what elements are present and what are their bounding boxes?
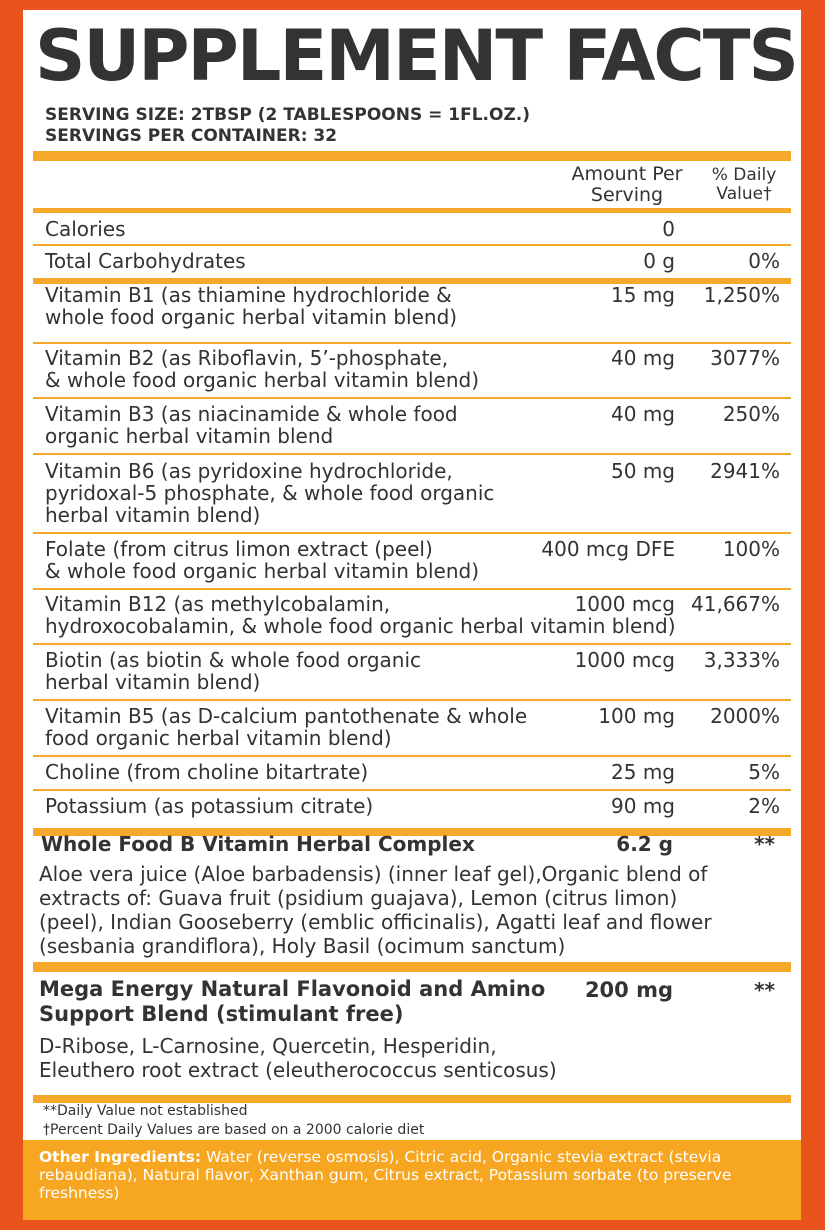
carbs-divider [33, 278, 791, 284]
nutrient-name-line: whole food organic herbal vitamin blend) [45, 305, 458, 329]
nutrient-name-line: herbal vitamin blend) [45, 670, 261, 694]
column-header-divider [33, 208, 791, 213]
nutrient-amount: 1000 mcg [574, 648, 675, 672]
nutrient-amount: 50 mg [611, 459, 675, 483]
nutrient-name-line: pyridoxal-5 phosphate, & whole food orga… [45, 481, 495, 505]
nutrient-name: Biotin (as biotin & whole food organic he… [45, 649, 421, 693]
nutrient-amount: 15 mg [611, 283, 675, 307]
other-ingredients-text: Other Ingredients: Water (reverse osmosi… [39, 1148, 779, 1202]
row-divider [33, 342, 791, 344]
row-divider [33, 789, 791, 791]
nutrient-amount: 90 mg [611, 794, 675, 818]
nutrient-daily-value: 2% [748, 794, 780, 818]
nutrient-name-line: Vitamin B3 (as niacinamide & whole food [45, 402, 458, 426]
complex1-dv: ** [754, 832, 775, 856]
nutrient-amount: 400 mcg DFE [541, 537, 675, 561]
nutrient-name-line: Folate (from citrus limon extract (peel) [45, 537, 433, 561]
nutrient-name: Vitamin B6 (as pyridoxine hydrochloride,… [45, 460, 494, 526]
label-title: SUPPLEMENT FACTS [35, 15, 799, 97]
row-divider [33, 588, 791, 590]
footnote-percent-daily: †Percent Daily Values are based on a 200… [43, 1122, 425, 1138]
nutrient-daily-value: 2000% [710, 704, 780, 728]
nutrient-amount: 25 mg [611, 760, 675, 784]
servings-per-container: SERVINGS PER CONTAINER: 32 [45, 126, 338, 146]
nutrient-name-line: Calories [45, 217, 126, 241]
row-divider [33, 532, 791, 534]
row-divider [33, 643, 791, 645]
nutrient-name-line: hydroxocobalamin, & whole food organic h… [45, 614, 676, 638]
row-divider [33, 397, 791, 399]
other-ingredients-box: Other Ingredients: Water (reverse osmosi… [23, 1140, 801, 1220]
nutrient-name-line: Potassium (as potassium citrate) [45, 794, 374, 818]
nutrient-name-line: Vitamin B2 (as Riboflavin, 5’-phosphate, [45, 346, 449, 370]
other-ingredients-label: Other Ingredients: [39, 1148, 202, 1166]
header-divider [33, 151, 791, 161]
nutrient-amount: 40 mg [611, 402, 675, 426]
nutrient-daily-value: 41,667% [691, 592, 780, 616]
nutrient-name-line: organic herbal vitamin blend [45, 424, 334, 448]
row-divider [33, 699, 791, 701]
complex2-amount: 200 mg [584, 978, 673, 1002]
complex2-dv: ** [754, 978, 775, 1002]
row-divider [33, 453, 791, 455]
nutrient-amount: 40 mg [611, 346, 675, 370]
nutrient-name-line: Vitamin B12 (as methylcobalamin, [45, 592, 391, 616]
nutrient-name-line: herbal vitamin blend) [45, 503, 261, 527]
ingredient-line: extracts of: Guava fruit (psidium guajav… [39, 886, 678, 910]
nutrient-name-line: Vitamin B6 (as pyridoxine hydrochloride, [45, 459, 453, 483]
nutrient-daily-value: 100% [722, 537, 780, 561]
daily-value-header: % Daily Value† [711, 165, 777, 204]
amount-per-serving-header: Amount Per Serving [571, 163, 683, 206]
nutrient-name: Vitamin B2 (as Riboflavin, 5’-phosphate,… [45, 347, 479, 391]
nutrient-daily-value: 2941% [710, 459, 780, 483]
ingredient-line: (peel), Indian Gooseberry (emblic offici… [39, 910, 712, 934]
complex1-amount: 6.2 g [616, 832, 673, 856]
nutrient-name: Vitamin B3 (as niacinamide & whole food o… [45, 403, 458, 447]
nutrient-name-line: Biotin (as biotin & whole food organic [45, 648, 421, 672]
nutrient-name-line: & whole food organic herbal vitamin blen… [45, 368, 480, 392]
ingredient-line: Eleuthero root extract (eleutherococcus … [39, 1058, 557, 1082]
nutrient-daily-value: 1,250% [703, 283, 780, 307]
supplement-facts-panel: SUPPLEMENT FACTS SERVING SIZE: 2TBSP (2 … [23, 10, 801, 1220]
nutrient-name: Calories [45, 218, 126, 240]
nutrient-name: Vitamin B1 (as thiamine hydrochloride & w… [45, 284, 457, 328]
nutrient-amount: 0 [662, 217, 675, 241]
ingredient-line: (sesbania grandiflora), Holy Basil (ocim… [39, 934, 566, 958]
row-divider [33, 244, 791, 246]
serving-size: SERVING SIZE: 2TBSP (2 TABLESPOONS = 1FL… [45, 105, 531, 125]
nutrient-name: Choline (from choline bitartrate) [45, 761, 368, 783]
complex2-divider [33, 962, 791, 972]
nutrient-name-line: Vitamin B1 (as thiamine hydrochloride & [45, 283, 452, 307]
footnote-daily-value: **Daily Value not established [43, 1103, 248, 1119]
ingredient-line: D-Ribose, L-Carnosine, Quercetin, Hesper… [39, 1034, 497, 1058]
nutrient-name-line: Total Carbohydrates [45, 249, 246, 273]
nutrient-amount: 0 g [643, 249, 675, 273]
complex2-name-line1: Mega Energy Natural Flavonoid and Amino [39, 977, 546, 1001]
nutrient-daily-value: 5% [748, 760, 780, 784]
nutrient-name: Total Carbohydrates [45, 250, 246, 272]
nutrient-daily-value: 3,333% [703, 648, 780, 672]
nutrient-name: Vitamin B5 (as D-calcium pantothenate & … [45, 705, 527, 749]
nutrient-name: Potassium (as potassium citrate) [45, 795, 373, 817]
row-divider [33, 755, 791, 757]
ingredient-line: Aloe vera juice (Aloe barbadensis) (inne… [39, 862, 708, 886]
complex2-name-line2: Support Blend (stimulant free) [39, 1002, 404, 1026]
other-ingredients-list: Water (reverse osmosis), Citric acid, Or… [39, 1148, 732, 1202]
nutrient-amount: 1000 mcg [574, 592, 675, 616]
nutrient-amount: 100 mg [598, 704, 675, 728]
nutrient-daily-value: 0% [748, 249, 780, 273]
nutrient-name-line: & whole food organic herbal vitamin blen… [45, 559, 480, 583]
nutrient-name-line: Vitamin B5 (as D-calcium pantothenate & … [45, 704, 528, 728]
nutrient-name-line: Choline (from choline bitartrate) [45, 760, 369, 784]
nutrient-daily-value: 250% [722, 402, 780, 426]
complex1-divider [33, 828, 791, 836]
complex1-name: Whole Food B Vitamin Herbal Complex [41, 832, 475, 856]
footnote-divider [33, 1095, 791, 1103]
nutrient-daily-value: 3077% [710, 346, 780, 370]
nutrient-name: Folate (from citrus limon extract (peel)… [45, 538, 479, 582]
nutrient-name-line: food organic herbal vitamin blend) [45, 726, 392, 750]
nutrient-name: Vitamin B12 (as methylcobalamin, hydroxoc… [45, 593, 676, 637]
